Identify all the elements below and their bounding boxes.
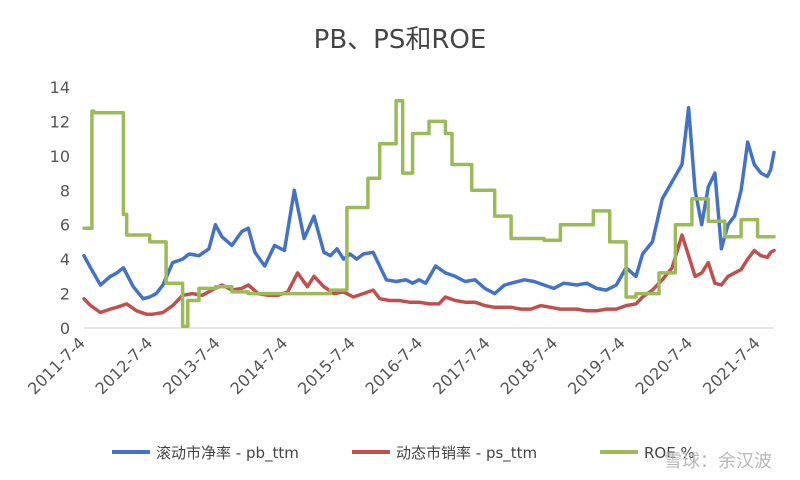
chart-title: PB、PS和ROE [314,25,487,55]
y-tick-label: 2 [60,285,70,304]
x-tick-label: 2013-7-4 [159,333,224,398]
watermark-text: 雪球：余汉波 [664,451,772,472]
y-tick-label: 4 [60,250,70,269]
x-tick-label: 2012-7-4 [92,333,157,398]
plot-area [82,99,776,329]
x-tick-label: 2016-7-4 [362,333,427,398]
y-tick-label: 12 [50,112,70,131]
x-axis: 2011-7-4 2012-7-4 2013-7-4 2014-7-4 2015-7-4… [24,333,764,398]
legend-label: 动态市销率 - ps_ttm [396,444,537,463]
legend-label: ROE % [644,444,695,462]
x-tick-label: 2011-7-4 [24,333,89,398]
series-line-0 [82,105,776,301]
x-tick-label: 2019-7-4 [564,333,629,398]
y-axis: 0 2 4 6 8 10 12 14 [50,78,70,338]
y-tick-label: 0 [60,319,70,338]
x-tick-label: 2014-7-4 [227,333,292,398]
y-tick-label: 8 [60,181,70,200]
y-tick-label: 6 [60,216,70,235]
legend-label: 滚动市净率 - pb_ttm [156,444,299,463]
series-line-1 [82,233,776,316]
x-tick-label: 2018-7-4 [497,333,562,398]
series-line-2 [82,99,776,329]
x-tick-label: 2017-7-4 [429,333,494,398]
legend: 滚动市净率 - pb_ttm 动态市销率 - ps_ttm ROE % [112,444,695,463]
x-tick-label: 2020-7-4 [632,333,697,398]
y-tick-label: 10 [50,147,70,166]
y-tick-label: 14 [50,78,70,97]
x-tick-label: 2015-7-4 [294,333,359,398]
x-tick-label: 2021-7-4 [699,333,764,398]
